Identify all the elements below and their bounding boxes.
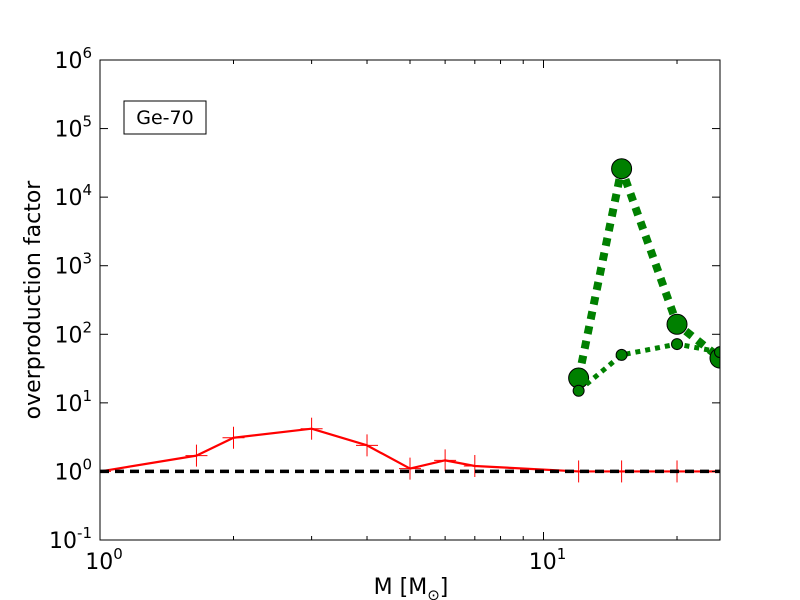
annotation-box: Ge-70 (123, 100, 207, 135)
x-tick-label-0-exp: 0 (113, 545, 123, 563)
series-1-point-1 (611, 158, 633, 180)
series-1-point-2 (666, 313, 688, 335)
series-0-point-7 (463, 454, 486, 477)
y-tick-label-4-base: 10 (54, 255, 82, 280)
series-layer (100, 158, 720, 483)
y-tick-label-5-exp: 4 (82, 181, 92, 199)
x-axis-label-sub: ⊙ (427, 586, 440, 600)
y-tick-label-4: 103 (54, 250, 92, 280)
x-tick-label-1-base: 10 (529, 550, 557, 575)
y-tick-label-1: 100 (54, 455, 92, 485)
series-2-point-0 (572, 384, 585, 397)
y-tick-label-7-base: 10 (54, 49, 82, 74)
y-tick-label-2-base: 10 (54, 392, 82, 417)
y-tick-label-5-base: 10 (54, 186, 82, 211)
y-tick-label-2: 101 (54, 387, 92, 417)
y-tick-label-0-exp: -1 (77, 524, 92, 542)
annotation-frame (123, 100, 207, 135)
y-tick-label-0-base: 10 (49, 529, 77, 554)
y-tick-label-1-base: 10 (54, 460, 82, 485)
y-tick-label-5: 104 (54, 181, 92, 211)
x-axis-label-close: ] (440, 575, 449, 600)
x-tick-label-1-exp: 1 (557, 545, 567, 563)
y-tick-label-6-exp: 5 (82, 113, 92, 131)
y-tick-label-6-base: 10 (54, 118, 82, 143)
series-2-line (577, 341, 720, 393)
y-tick-label-4-exp: 3 (82, 250, 92, 268)
series-2-point-2 (671, 338, 684, 351)
series-0-point-3 (300, 417, 323, 440)
y-tick-label-0: 10-1 (49, 524, 92, 554)
series-0-point-2 (222, 426, 245, 449)
series-0-point-4 (356, 434, 379, 457)
y-tick-label-7: 106 (54, 44, 92, 74)
x-tick-label-0: 100 (85, 545, 123, 575)
y-tick-label-1-exp: 0 (82, 455, 92, 473)
x-tick-label-0-base: 10 (85, 550, 113, 575)
annotation-text: Ge-70 (136, 107, 193, 129)
series-0-point-1 (185, 444, 208, 467)
series-0-point-5 (399, 457, 421, 480)
y-tick-label-3-base: 10 (54, 323, 82, 348)
series-1-line (574, 164, 720, 379)
y-tick-label-7-exp: 6 (82, 44, 92, 62)
x-tick-label-1: 101 (529, 545, 567, 575)
y-tick-label-6: 105 (54, 113, 92, 143)
x-axis-label: M [M⊙] (374, 575, 449, 600)
x-axis-label-main: M [M (374, 575, 428, 600)
series-2-point-3 (714, 346, 720, 359)
series-0-point-6 (434, 449, 457, 472)
y-tick-label-3-exp: 2 (82, 318, 92, 336)
series-2-point-1 (615, 348, 628, 361)
y-axis-label: overproduction factor (21, 180, 46, 420)
y-tick-label-2-exp: 1 (82, 387, 92, 405)
y-tick-label-3: 102 (54, 318, 92, 348)
